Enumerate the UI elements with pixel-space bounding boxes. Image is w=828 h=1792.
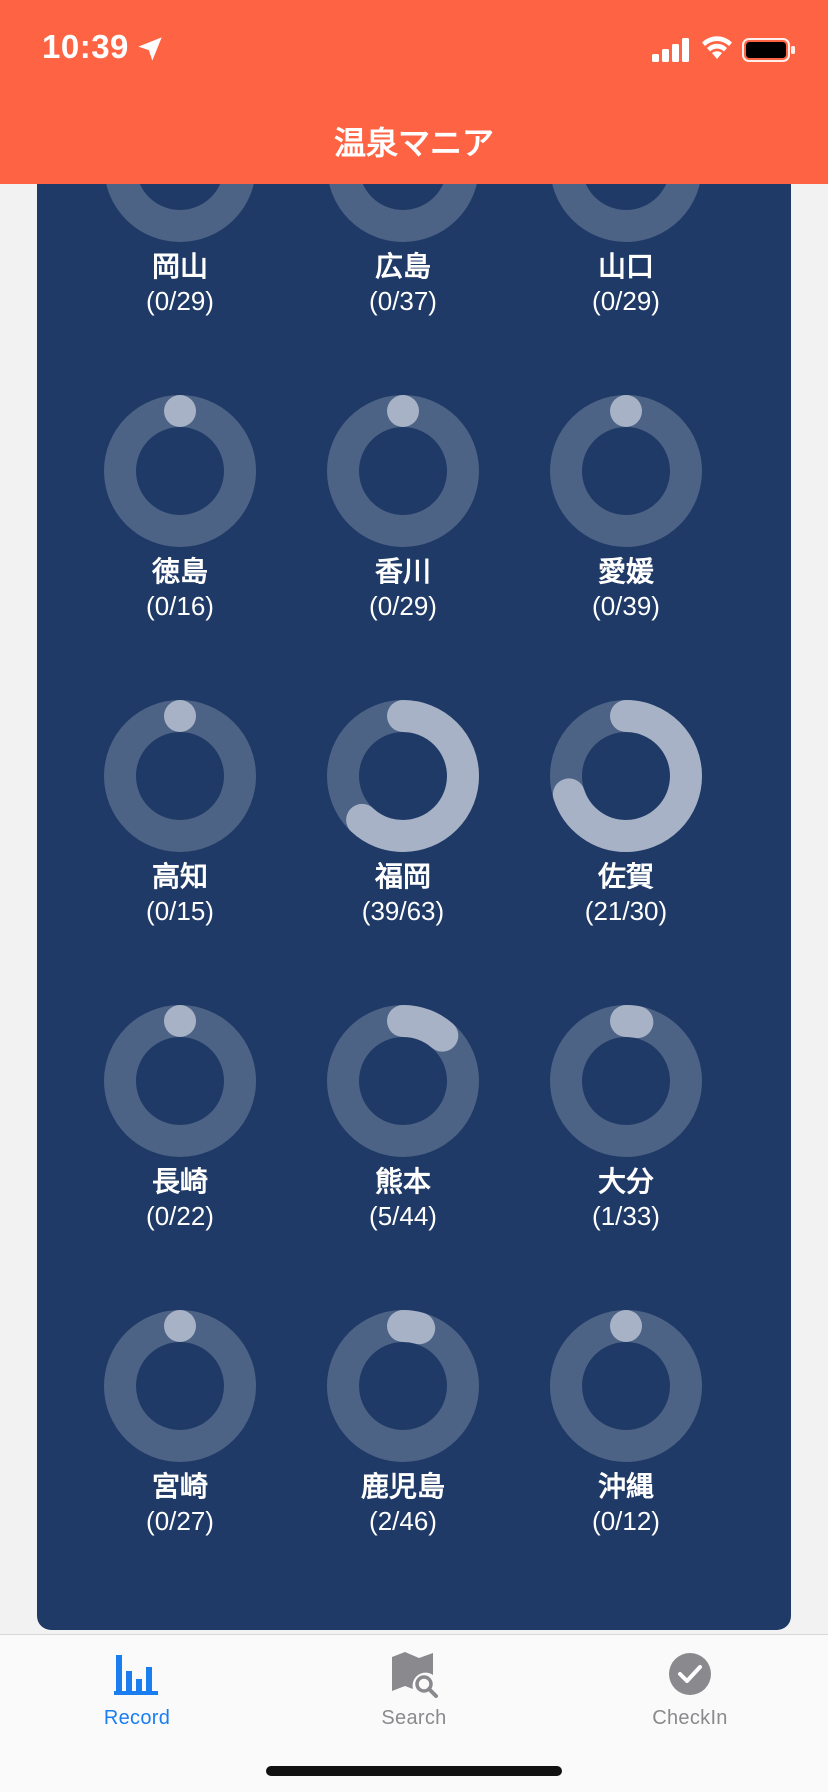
prefecture-progress-card: 岡山 (0/29) 広島 (0/37) 山口 (0/29) 徳島 (0/16) 香川 (0/29)… xyxy=(37,150,791,1630)
ring-progress xyxy=(104,700,256,852)
progress-ring xyxy=(104,1005,256,1157)
prefecture-name: 熊本 xyxy=(374,1165,431,1198)
ring-progress xyxy=(327,395,479,547)
ring-track xyxy=(104,700,256,852)
progress-ring xyxy=(550,700,702,852)
tab-bar: Record Search CheckIn xyxy=(0,1634,828,1792)
ring-track xyxy=(104,1310,256,1462)
progress-ring xyxy=(104,395,256,547)
prefecture-count: (21/30) xyxy=(584,896,668,926)
progress-ring xyxy=(550,1310,702,1462)
app-header: 10:39 温泉マニア xyxy=(0,0,828,184)
ring-progress xyxy=(550,1005,702,1157)
prefecture-name: 愛媛 xyxy=(597,555,654,588)
prefecture-item[interactable]: 沖縄 (0/12) xyxy=(526,1310,726,1538)
app-title: 温泉マニア xyxy=(333,124,494,162)
prefecture-name: 福岡 xyxy=(374,860,431,893)
prefecture-item[interactable]: 愛媛 (0/39) xyxy=(526,395,726,623)
prefecture-name: 宮崎 xyxy=(151,1470,208,1503)
prefecture-name: 山口 xyxy=(597,250,654,283)
prefecture-name: 徳島 xyxy=(151,555,208,588)
prefecture-name: 佐賀 xyxy=(597,860,654,893)
prefecture-name: 岡山 xyxy=(151,250,208,283)
prefecture-count: (0/29) xyxy=(369,591,437,621)
ring-track xyxy=(104,395,256,547)
prefecture-name: 広島 xyxy=(374,250,431,283)
home-indicator xyxy=(266,1766,562,1776)
bar-chart-icon xyxy=(114,1655,158,1695)
progress-ring xyxy=(327,1005,479,1157)
progress-ring xyxy=(550,395,702,547)
prefecture-count: (0/12) xyxy=(592,1506,660,1536)
prefecture-count: (2/46) xyxy=(369,1506,437,1536)
prefecture-item[interactable]: 宮崎 (0/27) xyxy=(80,1310,280,1538)
location-arrow-icon xyxy=(138,37,162,61)
prefecture-count: (0/29) xyxy=(592,286,660,316)
prefecture-name: 沖縄 xyxy=(597,1470,654,1503)
ring-track xyxy=(327,395,479,547)
prefecture-name: 鹿児島 xyxy=(360,1470,445,1503)
prefecture-name: 香川 xyxy=(374,555,431,588)
prefecture-count: (5/44) xyxy=(369,1201,437,1231)
tab-record[interactable]: Record xyxy=(37,1649,237,1730)
prefecture-item[interactable]: 熊本 (5/44) xyxy=(303,1005,503,1233)
progress-ring xyxy=(550,1005,702,1157)
prefecture-item[interactable]: 長崎 (0/22) xyxy=(80,1005,280,1233)
ring-progress xyxy=(327,1310,479,1462)
tab-checkin[interactable]: CheckIn xyxy=(590,1649,790,1730)
ring-track xyxy=(327,1310,479,1462)
progress-ring xyxy=(104,1310,256,1462)
prefecture-count: (0/29) xyxy=(146,286,214,316)
battery-icon xyxy=(742,38,795,62)
prefecture-item[interactable]: 大分 (1/33) xyxy=(526,1005,726,1233)
prefecture-count: (0/37) xyxy=(369,286,437,316)
prefecture-item[interactable]: 高知 (0/15) xyxy=(80,700,280,928)
progress-ring xyxy=(104,700,256,852)
prefecture-item[interactable]: 福岡 (39/63) xyxy=(303,700,503,928)
prefecture-item[interactable]: 香川 (0/29) xyxy=(303,395,503,623)
ring-track xyxy=(550,1310,702,1462)
ring-track xyxy=(104,1005,256,1157)
cellular-signal-icon xyxy=(652,38,689,62)
progress-ring xyxy=(327,395,479,547)
prefecture-count: (0/27) xyxy=(146,1506,214,1536)
prefecture-item[interactable]: 徳島 (0/16) xyxy=(80,395,280,623)
progress-ring xyxy=(327,700,479,852)
tab-search-label: Search xyxy=(381,1707,447,1729)
prefecture-name: 長崎 xyxy=(151,1165,208,1198)
prefecture-count: (0/39) xyxy=(592,591,660,621)
ring-progress xyxy=(550,395,702,547)
ring-progress xyxy=(104,1310,256,1462)
status-time: 10:39 xyxy=(42,28,129,65)
tab-checkin-label: CheckIn xyxy=(652,1707,728,1729)
prefecture-count: (1/33) xyxy=(592,1201,660,1231)
prefecture-count: (0/16) xyxy=(146,591,214,621)
ring-track xyxy=(550,1005,702,1157)
prefecture-item[interactable]: 佐賀 (21/30) xyxy=(526,700,726,928)
prefecture-count: (0/22) xyxy=(146,1201,214,1231)
prefecture-count: (0/15) xyxy=(146,896,214,926)
check-circle-icon xyxy=(669,1653,711,1695)
wifi-icon xyxy=(702,36,732,59)
map-search-icon xyxy=(392,1652,438,1698)
tab-search[interactable]: Search xyxy=(314,1649,514,1730)
prefecture-count: (39/63) xyxy=(361,896,445,926)
ring-progress xyxy=(550,700,702,852)
ring-progress xyxy=(104,395,256,547)
prefecture-name: 大分 xyxy=(597,1165,654,1198)
ring-track xyxy=(550,395,702,547)
progress-ring xyxy=(327,1310,479,1462)
ring-progress xyxy=(327,1005,479,1157)
ring-progress xyxy=(550,1310,702,1462)
tab-record-label: Record xyxy=(103,1707,171,1729)
ring-progress xyxy=(327,700,479,852)
ring-progress xyxy=(104,1005,256,1157)
prefecture-item[interactable]: 鹿児島 (2/46) xyxy=(303,1310,503,1538)
prefecture-name: 高知 xyxy=(151,860,208,893)
